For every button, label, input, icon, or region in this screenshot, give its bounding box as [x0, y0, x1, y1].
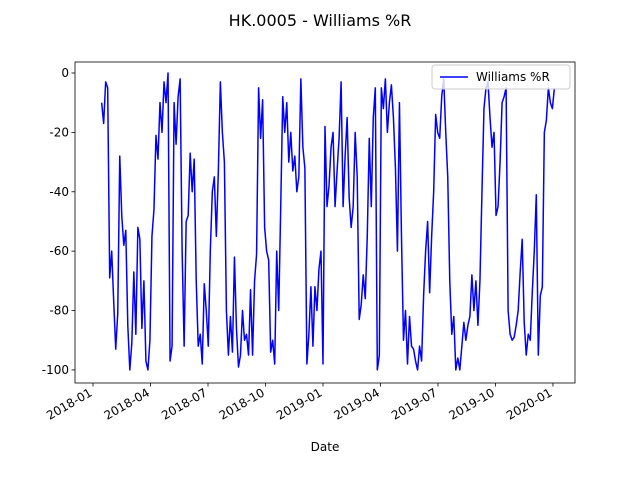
chart-title: HK.0005 - Williams %R [229, 11, 412, 30]
legend-box [431, 64, 571, 90]
plot-frame [74, 61, 576, 384]
x-axis-label: Date [311, 440, 340, 454]
series-line [100, 72, 556, 371]
y-tick-label: -40 [49, 185, 69, 199]
y-tick-label: -100 [42, 363, 69, 377]
legend-label: Williams %R [476, 70, 550, 84]
y-tick-label: 0 [61, 66, 69, 80]
y-tick-label: -80 [49, 304, 69, 318]
y-tick-label: -20 [49, 125, 69, 139]
y-tick-label: -60 [49, 244, 69, 258]
